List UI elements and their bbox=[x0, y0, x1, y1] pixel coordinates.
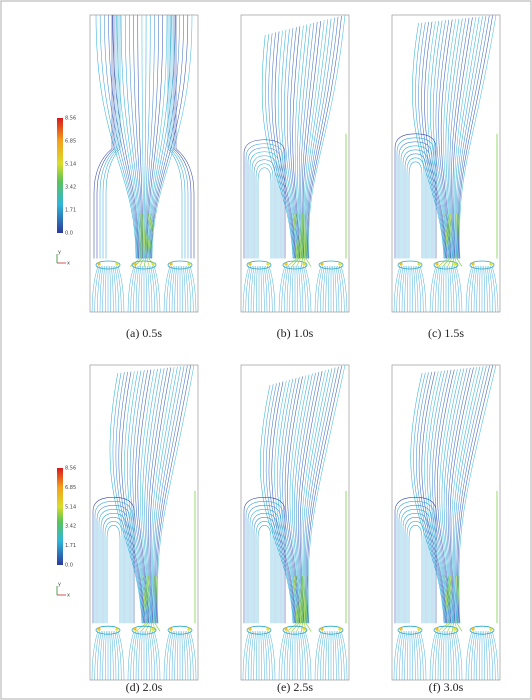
jet-hotspot bbox=[187, 628, 190, 631]
jet-hotspot bbox=[266, 628, 269, 631]
jet-hotspot bbox=[151, 628, 154, 631]
jet-hotspot bbox=[97, 262, 100, 265]
jet-hotspot bbox=[489, 628, 492, 631]
axis-icon-label: y bbox=[58, 582, 61, 588]
jet-hotspot bbox=[115, 262, 118, 265]
colorbar-tick-label: 3.42 bbox=[65, 185, 76, 191]
colorbar-tick-label: 1.71 bbox=[65, 208, 76, 214]
jet-hotspot bbox=[489, 262, 492, 265]
jet-hotspot bbox=[248, 262, 251, 265]
panel-caption: (a) 0.5s bbox=[126, 326, 162, 340]
axis-icon-label: x bbox=[67, 593, 70, 599]
colorbar bbox=[57, 468, 63, 565]
panel-caption: (f) 3.0s bbox=[429, 680, 464, 694]
jet-hotspot bbox=[248, 628, 251, 631]
jet-hotspot bbox=[399, 628, 402, 631]
colorbar-tick-label: 5.14 bbox=[65, 162, 76, 168]
jet-hotspot bbox=[302, 262, 305, 265]
figure: (a) 0.5s (b) 1.0s (c) 1.5s (d) 2.0s (e) 2.5s… bbox=[0, 0, 532, 700]
colorbar-tick-label: 6.85 bbox=[65, 485, 76, 491]
colorbar-tick-label: 8.56 bbox=[65, 116, 76, 122]
jet-hotspot bbox=[435, 628, 438, 631]
colorbar-tick-label: 5.14 bbox=[65, 504, 76, 510]
jet-hotspot bbox=[169, 628, 172, 631]
jet-hotspot bbox=[399, 262, 402, 265]
jet-hotspot bbox=[284, 628, 287, 631]
colorbar-tick-label: 1.71 bbox=[65, 543, 76, 549]
jet-hotspot bbox=[338, 628, 341, 631]
jet-hotspot bbox=[453, 628, 456, 631]
streamline-panel bbox=[241, 365, 349, 680]
jet-hotspot bbox=[302, 628, 305, 631]
colorbar-tick-label: 6.85 bbox=[65, 139, 76, 145]
jet-hotspot bbox=[471, 262, 474, 265]
jet-hotspot bbox=[284, 262, 287, 265]
jet-hotspot bbox=[133, 262, 136, 265]
jet-hotspot bbox=[320, 262, 323, 265]
colorbar-tick-label: 0.0 bbox=[65, 231, 73, 237]
jet-hotspot bbox=[338, 262, 341, 265]
colorbar-tick-label: 3.42 bbox=[65, 524, 76, 530]
panel-caption: (b) 1.0s bbox=[277, 326, 314, 340]
panel-caption: (c) 1.5s bbox=[428, 326, 464, 340]
axis-icon-label: y bbox=[58, 250, 61, 256]
panel-caption: (d) 2.0s bbox=[126, 680, 163, 694]
colorbar bbox=[57, 118, 63, 233]
streamline-panel bbox=[392, 365, 500, 680]
streamline-panel bbox=[90, 15, 198, 312]
jet-hotspot bbox=[435, 262, 438, 265]
panel-caption: (e) 2.5s bbox=[277, 680, 313, 694]
colorbar-tick-label: 0.0 bbox=[65, 563, 73, 569]
axis-icon-label: x bbox=[67, 261, 70, 267]
jet-hotspot bbox=[115, 628, 118, 631]
jet-hotspot bbox=[320, 628, 323, 631]
streamline-panel bbox=[392, 15, 500, 312]
jet-hotspot bbox=[453, 262, 456, 265]
jet-hotspot bbox=[417, 628, 420, 631]
jet-hotspot bbox=[133, 628, 136, 631]
jet-hotspot bbox=[471, 628, 474, 631]
streamline-panel bbox=[90, 365, 198, 680]
jet-hotspot bbox=[151, 262, 154, 265]
jet-hotspot bbox=[266, 262, 269, 265]
jet-hotspot bbox=[169, 262, 172, 265]
jet-hotspot bbox=[187, 262, 190, 265]
jet-hotspot bbox=[417, 262, 420, 265]
jet-hotspot bbox=[97, 628, 100, 631]
streamline-panel bbox=[241, 15, 349, 312]
colorbar-tick-label: 8.56 bbox=[65, 466, 76, 472]
